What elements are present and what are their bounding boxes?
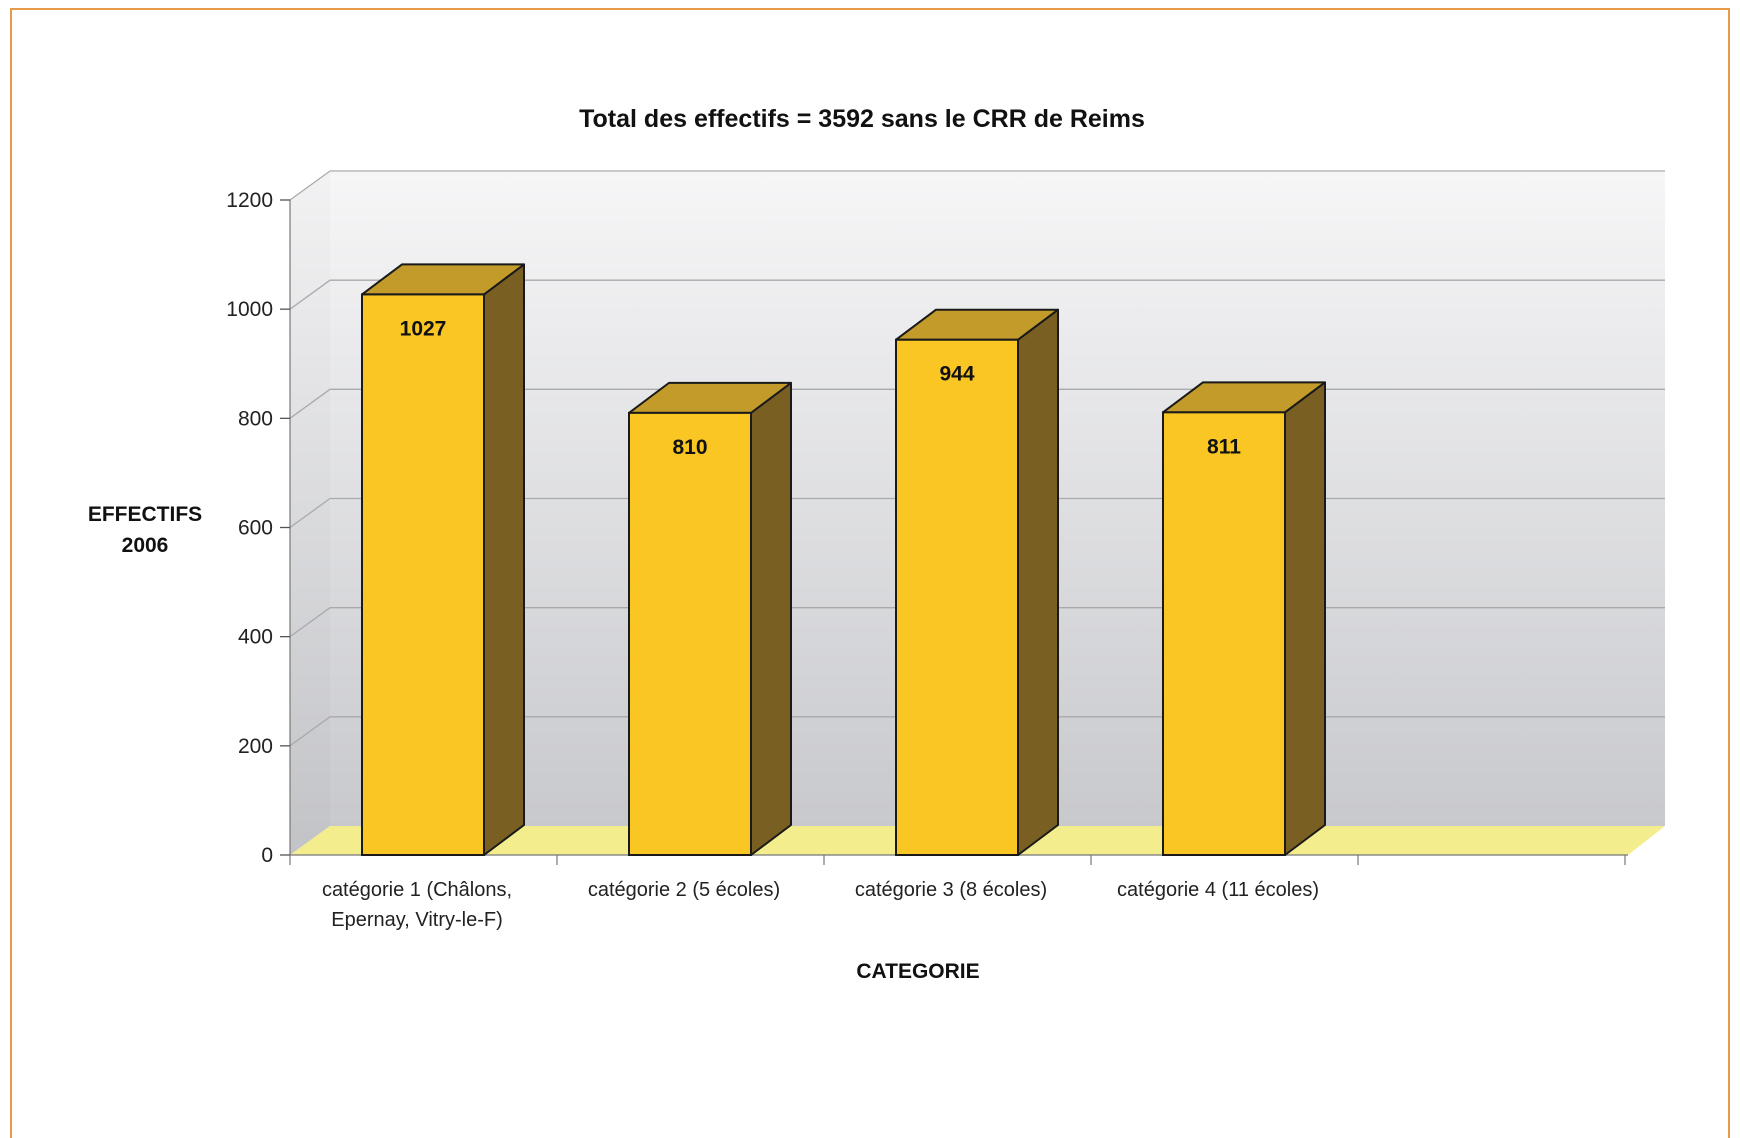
bar [628,411,752,856]
category-label-line: catégorie 4 (11 écoles) [1117,879,1319,901]
gridline [289,279,1665,310]
bar-side [750,381,792,856]
bar-group: 1027 [361,263,525,857]
bar-group: 810 [628,381,792,856]
figure-frame [10,8,1730,1138]
category-label-line: catégorie 3 (8 écoles) [855,879,1047,901]
bar-value-label: 944 [939,363,974,386]
chart-title: Total des effectifs = 3592 sans le CRR d… [579,105,1145,133]
y-tick-label: 1200 [226,189,273,212]
y-axis-title-line-2: 2006 [122,534,169,557]
y-axis-title: EFFECTIFS 2006 [88,503,202,557]
x-axis [289,854,1628,865]
bar-group: 944 [895,308,1059,856]
category-label-line: Epernay, Vitry-le-F) [331,909,503,931]
y-axis-ticks: 0 200 400 600 800 1000 1200 [226,189,291,867]
category-label: catégorie 1 (Châlons, Epernay, Vitry-le-F… [322,879,512,931]
category-labels: catégorie 1 (Châlons, Epernay, Vitry-le-F… [322,879,1319,931]
bar [1162,411,1286,856]
bar-side [483,263,525,856]
y-tick-label: 400 [238,626,273,649]
bar-group: 811 [1162,381,1326,856]
bar-value-label: 1027 [400,317,447,340]
y-axis-title-line-1: EFFECTIFS [88,503,202,526]
bar [361,293,485,857]
category-label: catégorie 3 (8 écoles) [855,879,1047,901]
bar-side [1017,308,1059,856]
bar [895,338,1019,856]
bars: 1027 810 944 811 [361,263,1326,857]
y-tick-label: 800 [238,407,273,430]
category-label-line: catégorie 2 (5 écoles) [588,879,780,901]
category-label: catégorie 4 (11 écoles) [1117,879,1319,901]
y-tick-label: 200 [238,735,273,758]
y-tick-label: 0 [261,844,273,867]
y-tick-label: 1000 [226,298,273,321]
bar-chart: Total des effectifs = 3592 sans le CRR d… [88,105,1665,983]
bar-value-label: 811 [1207,435,1241,458]
x-axis-title: CATEGORIE [856,960,979,983]
y-tick-label: 600 [238,517,273,540]
category-label-line: catégorie 1 (Châlons, [322,879,512,901]
category-label: catégorie 2 (5 écoles) [588,879,780,901]
bar-value-label: 810 [672,436,707,459]
gridline [289,170,1665,201]
bar-side [1284,381,1326,856]
